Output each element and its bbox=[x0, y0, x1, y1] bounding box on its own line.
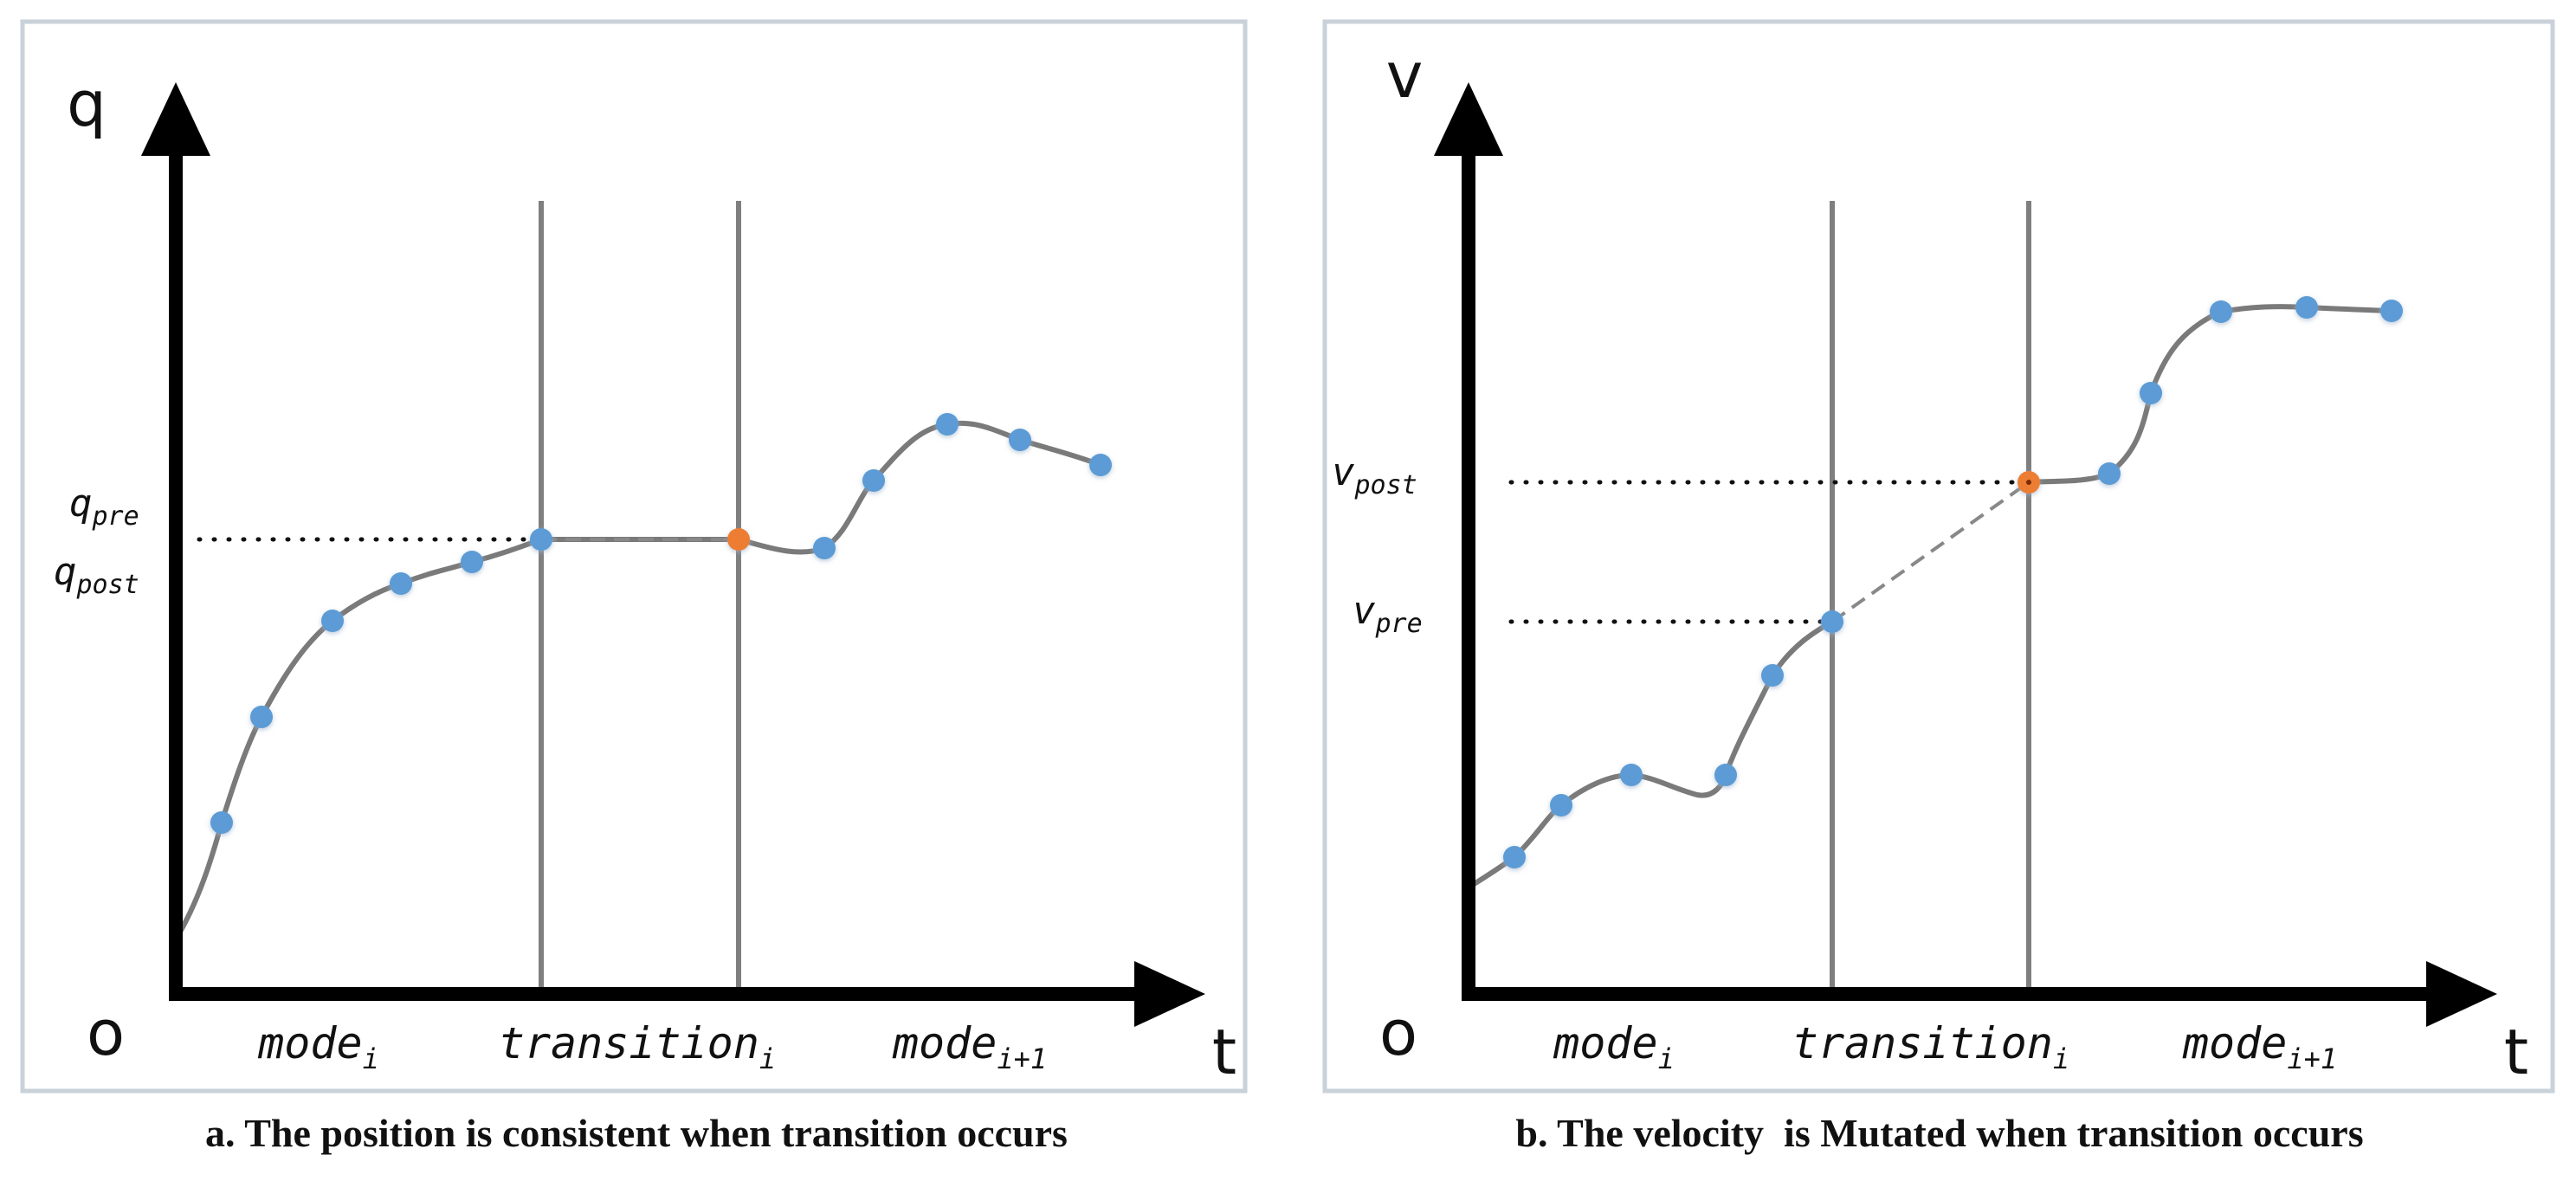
sample-point bbox=[2380, 300, 2403, 322]
sample-point bbox=[1089, 454, 1112, 476]
arrow-up-icon bbox=[141, 82, 210, 156]
panel-b-frame bbox=[1322, 19, 2555, 1094]
sample-point bbox=[1714, 764, 1737, 786]
caption-b: b. The velocity is Mutated when transiti… bbox=[1515, 1111, 2364, 1155]
sample-point bbox=[2140, 382, 2162, 404]
sample-point bbox=[390, 572, 412, 595]
origin-label: o bbox=[87, 997, 125, 1069]
sample-point bbox=[2098, 462, 2121, 485]
region-label-mode-i: modei bbox=[1553, 1018, 1675, 1075]
transition-point bbox=[727, 528, 750, 551]
sample-point bbox=[1009, 429, 1031, 451]
sample-point bbox=[530, 528, 552, 551]
panel-a: q t o modei transitioni modei+1 qpre qpo… bbox=[20, 19, 1248, 1094]
sample-point bbox=[1550, 794, 1572, 816]
transition-point-center bbox=[2026, 480, 2031, 485]
v-post-label: vpost bbox=[1332, 450, 1417, 500]
sample-point bbox=[321, 610, 344, 632]
arrow-right-icon bbox=[1134, 961, 1205, 1027]
sample-point bbox=[2295, 296, 2318, 319]
sample-point bbox=[936, 413, 959, 436]
arrow-up-icon bbox=[1434, 82, 1503, 156]
region-label-mode-i-plus-1: modei+1 bbox=[892, 1018, 1047, 1075]
caption-a: a. The position is consistent when trans… bbox=[205, 1111, 1068, 1155]
sample-point bbox=[862, 469, 885, 492]
sample-point bbox=[250, 706, 273, 728]
y-axis-label: v bbox=[1386, 39, 1424, 112]
x-axis-label: t bbox=[1212, 1016, 1236, 1088]
sample-point bbox=[461, 551, 483, 573]
sample-point bbox=[210, 811, 233, 834]
sample-point bbox=[2210, 300, 2232, 323]
region-label-transition-i: transitioni bbox=[1792, 1018, 2069, 1075]
q-pre-label: qpre bbox=[69, 481, 139, 532]
q-post-label: qpost bbox=[54, 550, 139, 600]
region-label-transition-i: transitioni bbox=[499, 1018, 776, 1075]
sample-point bbox=[1821, 610, 1843, 633]
y-axis-label: q bbox=[67, 68, 107, 140]
sample-point bbox=[1620, 764, 1643, 786]
panel-a-frame bbox=[20, 19, 1248, 1094]
region-label-mode-i-plus-1: modei+1 bbox=[2182, 1018, 2337, 1075]
region-label-mode-i: modei bbox=[257, 1018, 379, 1075]
v-pre-label: vpre bbox=[1353, 589, 1423, 639]
origin-label: o bbox=[1379, 997, 1417, 1069]
x-axis-label: t bbox=[2504, 1016, 2528, 1088]
sample-point bbox=[1761, 664, 1784, 687]
v-transition-dashed-line bbox=[1830, 481, 2030, 623]
sample-point bbox=[1503, 846, 1526, 868]
panel-b: v t o modei transitioni modei+1 vpost vp… bbox=[1322, 19, 2555, 1094]
sample-point bbox=[813, 537, 836, 559]
arrow-right-icon bbox=[2426, 961, 2497, 1027]
